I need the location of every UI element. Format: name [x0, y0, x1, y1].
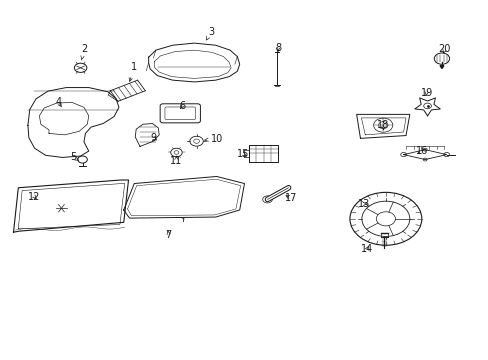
Text: 6: 6 — [179, 101, 185, 111]
Text: 1: 1 — [129, 62, 137, 81]
Text: 18: 18 — [377, 120, 389, 130]
Text: 12: 12 — [28, 192, 41, 202]
Text: 7: 7 — [165, 230, 172, 240]
Text: 5: 5 — [70, 152, 79, 162]
Text: 9: 9 — [150, 133, 156, 143]
Text: 4: 4 — [55, 98, 61, 107]
Polygon shape — [439, 66, 443, 68]
Text: 19: 19 — [420, 87, 432, 98]
Text: 8: 8 — [274, 43, 281, 53]
Text: 20: 20 — [438, 45, 450, 54]
Text: 13: 13 — [357, 199, 370, 209]
Text: 17: 17 — [285, 193, 297, 203]
Text: 11: 11 — [170, 156, 182, 166]
Text: 3: 3 — [206, 27, 214, 40]
Text: 2: 2 — [81, 45, 87, 60]
Text: 15: 15 — [237, 149, 249, 159]
Text: 10: 10 — [204, 134, 223, 144]
Text: 14: 14 — [360, 244, 372, 254]
Text: 16: 16 — [415, 146, 427, 156]
